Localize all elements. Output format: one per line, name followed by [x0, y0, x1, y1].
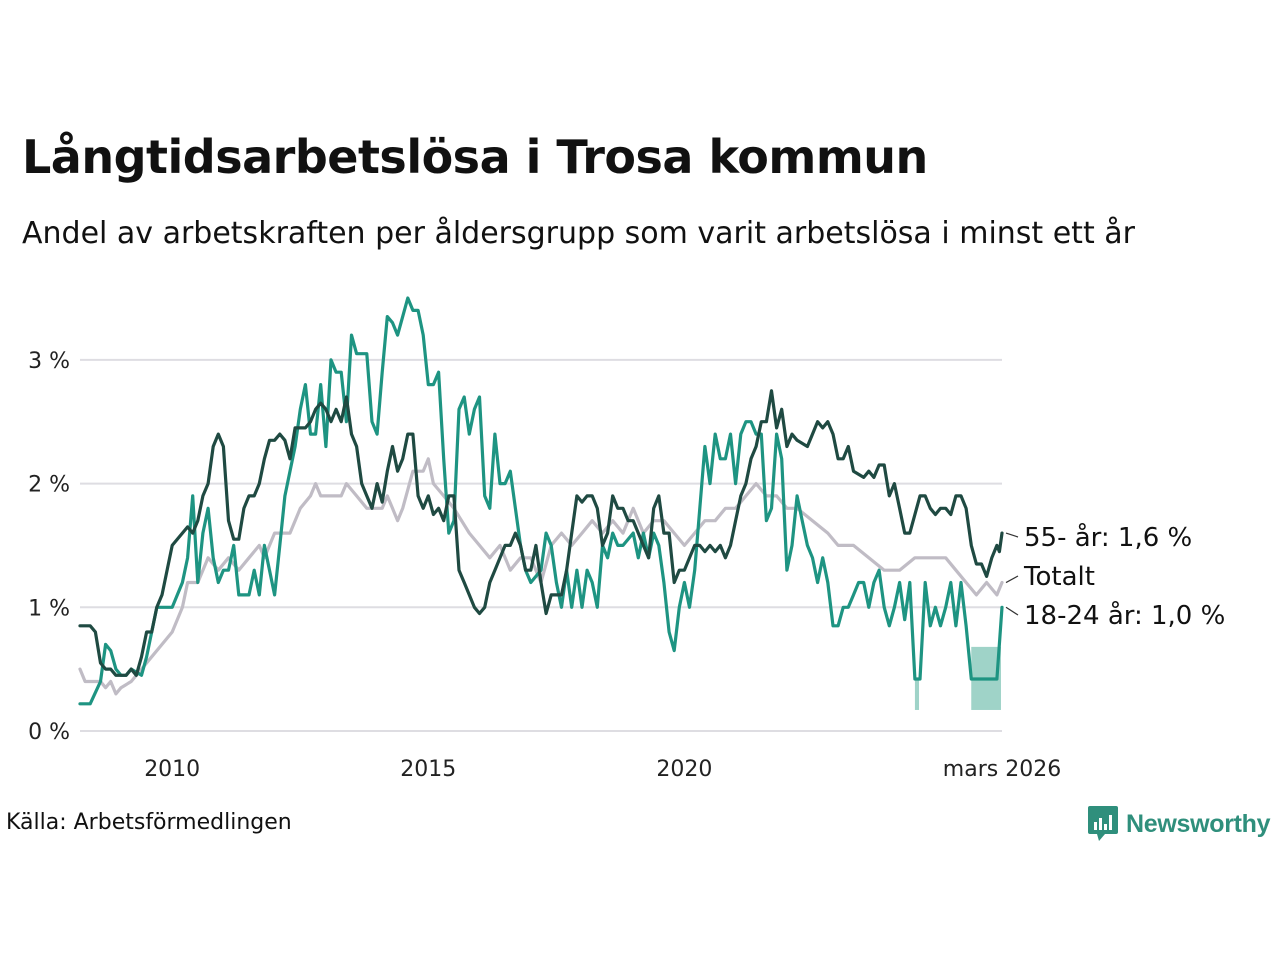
label-connector: [1005, 606, 1019, 616]
series-line-55-r: [78, 389, 1004, 677]
x-tick-label: 2020: [656, 757, 712, 782]
label-connector: [1005, 575, 1019, 584]
y-tick-label: 0 %: [28, 720, 70, 745]
brand-name: Newsworthy: [1126, 809, 1271, 838]
y-tick-label: 3 %: [28, 349, 70, 374]
gridlines: [80, 358, 1002, 732]
x-tick-label: 2010: [144, 757, 200, 782]
y-tick-label: 1 %: [28, 596, 70, 621]
x-tick-label: mars 2026: [943, 757, 1061, 782]
y-tick-label: 2 %: [28, 473, 70, 498]
end-label-totalt: Totalt: [1023, 562, 1095, 592]
chart-subtitle: Andel av arbetskraften per åldersgrupp s…: [22, 216, 1135, 251]
source-note: Källa: Arbetsförmedlingen: [6, 810, 292, 835]
uncertainty-band: [914, 679, 920, 710]
x-axis: 2010 2015 2020 mars 2026: [144, 757, 1061, 782]
newsworthy-logo-icon: [1088, 806, 1118, 841]
series-end-labels: Totalt 18-24 år: 1,0 % 55- år: 1,6 %: [1005, 522, 1225, 631]
series-line-totalt: [78, 457, 1004, 696]
end-label-18-24-r: 18-24 år: 1,0 %: [1024, 600, 1225, 631]
y-axis: 0 % 1 % 2 % 3 %: [28, 349, 70, 745]
chart-title: Långtidsarbetslösa i Trosa kommun: [22, 130, 928, 184]
series-line-18-24-r: [78, 296, 1004, 706]
newsworthy-logo: Newsworthy: [1088, 804, 1271, 844]
series-lines: [78, 296, 1004, 706]
label-connector: [1005, 532, 1019, 538]
end-label-55-r: 55- år: 1,6 %: [1024, 522, 1192, 553]
x-tick-label: 2015: [400, 757, 456, 782]
line-chart: 0 % 1 % 2 % 3 % 2010 2015 2020 mars 2026 Total…: [28, 296, 1225, 782]
